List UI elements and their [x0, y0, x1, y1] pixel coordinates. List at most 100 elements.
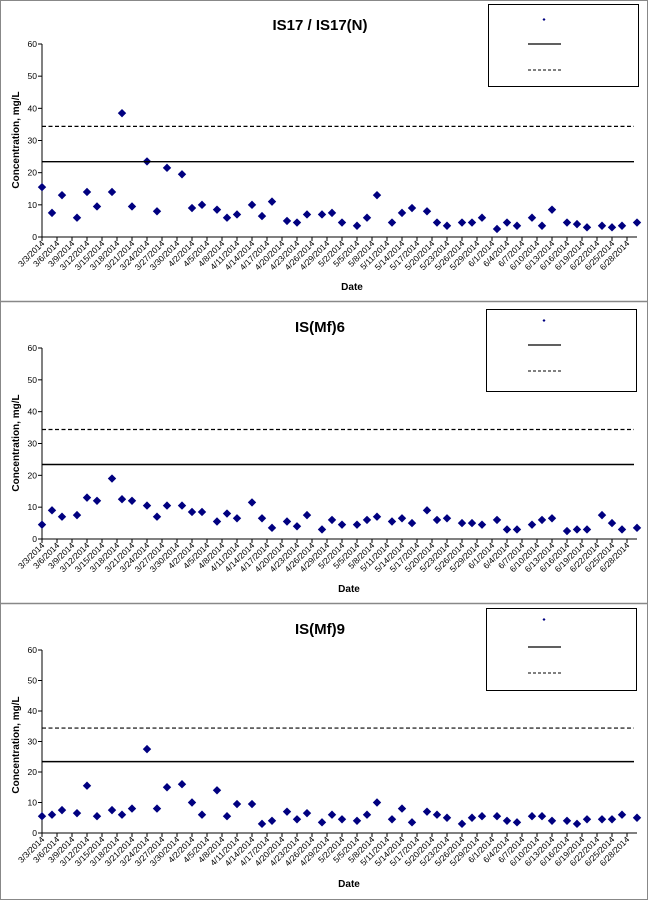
data-point: [582, 815, 592, 824]
data-point: [362, 810, 372, 819]
data-point: [432, 810, 442, 819]
y-axis-title: Concentration, mg/L: [11, 91, 22, 188]
data-point: [92, 496, 102, 505]
y-tick-label: 0: [32, 232, 37, 242]
data-point: [57, 512, 67, 521]
data-point: [117, 108, 127, 118]
data-point: [72, 808, 82, 818]
data-point: [502, 816, 512, 825]
data-point: [162, 501, 172, 510]
legend-marker-diamond: [542, 18, 546, 21]
y-axis-title: Concentration, mg/L: [11, 394, 22, 491]
data-point: [232, 514, 242, 523]
data-point: [407, 518, 417, 528]
data-point: [597, 510, 607, 520]
y-tick-label: 30: [28, 136, 38, 146]
data-point: [372, 190, 382, 200]
data-point: [512, 818, 522, 827]
data-point: [142, 744, 152, 754]
data-point: [47, 208, 57, 218]
data-point: [442, 221, 452, 230]
data-point: [397, 208, 407, 218]
y-tick-label: 60: [28, 343, 38, 353]
y-tick-label: 60: [28, 39, 38, 49]
data-point: [467, 218, 477, 227]
y-tick-label: 10: [28, 798, 38, 808]
data-point: [337, 815, 347, 824]
data-point: [407, 203, 417, 213]
data-point: [607, 518, 617, 528]
data-point: [327, 515, 337, 525]
y-tick-label: 60: [28, 645, 38, 655]
data-point: [222, 213, 232, 222]
data-point: [302, 510, 312, 520]
data-point: [527, 812, 537, 821]
data-point: [232, 799, 242, 809]
data-point: [177, 170, 187, 179]
data-point: [37, 182, 47, 192]
chart-panel-1: IS(Mf)6 Date Concentration, mg/L 0 10 20 30…: [11, 309, 642, 595]
data-point: [527, 213, 537, 222]
data-point: [632, 218, 642, 227]
data-point: [212, 517, 222, 526]
data-point: [632, 813, 642, 822]
data-point: [142, 501, 152, 510]
data-point: [477, 213, 487, 222]
data-point: [562, 816, 572, 825]
data-point: [187, 203, 197, 213]
data-point: [257, 211, 267, 221]
data-point: [107, 805, 117, 815]
data-point: [607, 815, 617, 824]
data-point: [352, 221, 362, 230]
data-point: [302, 808, 312, 818]
data-point: [152, 207, 162, 216]
data-point: [337, 218, 347, 227]
data-point: [282, 517, 292, 526]
data-point: [152, 512, 162, 521]
data-point: [292, 522, 302, 531]
plot-area: 01020304050603/3/20143/6/20143/9/20143/1…: [16, 343, 642, 574]
data-point: [422, 807, 432, 816]
y-tick-label: 50: [28, 676, 38, 686]
data-point: [292, 218, 302, 227]
data-point: [502, 218, 512, 227]
data-point: [247, 200, 257, 210]
data-point: [572, 219, 582, 229]
y-tick-label: 30: [28, 439, 38, 449]
data-point: [47, 506, 57, 515]
data-point: [212, 786, 222, 795]
y-tick-label: 40: [28, 407, 38, 417]
y-tick-label: 10: [28, 502, 38, 512]
y-tick-label: 20: [28, 470, 38, 480]
data-point: [547, 816, 557, 825]
data-point: [457, 819, 467, 829]
data-point: [432, 515, 442, 525]
data-point: [512, 221, 522, 230]
data-point: [187, 798, 197, 807]
y-tick-label: 40: [28, 103, 38, 113]
data-point: [337, 520, 347, 529]
y-tick-label: 0: [32, 534, 37, 544]
data-point: [82, 493, 92, 502]
data-point: [177, 501, 187, 510]
data-point: [632, 523, 642, 533]
data-point: [267, 523, 277, 533]
data-point: [387, 517, 397, 526]
data-point: [442, 514, 452, 523]
data-point: [492, 812, 502, 821]
data-point: [442, 813, 452, 822]
legend: [486, 608, 637, 691]
data-point: [502, 525, 512, 534]
data-point: [362, 515, 372, 525]
data-point: [162, 163, 172, 173]
data-point: [197, 200, 207, 210]
data-point: [572, 525, 582, 534]
data-point: [467, 518, 477, 528]
data-point: [37, 520, 47, 529]
data-point: [187, 507, 197, 517]
data-point: [82, 781, 92, 790]
chart-title: IS17 / IS17(N): [272, 17, 367, 34]
data-point: [352, 520, 362, 529]
legend-box: [486, 309, 637, 392]
data-point: [432, 218, 442, 227]
